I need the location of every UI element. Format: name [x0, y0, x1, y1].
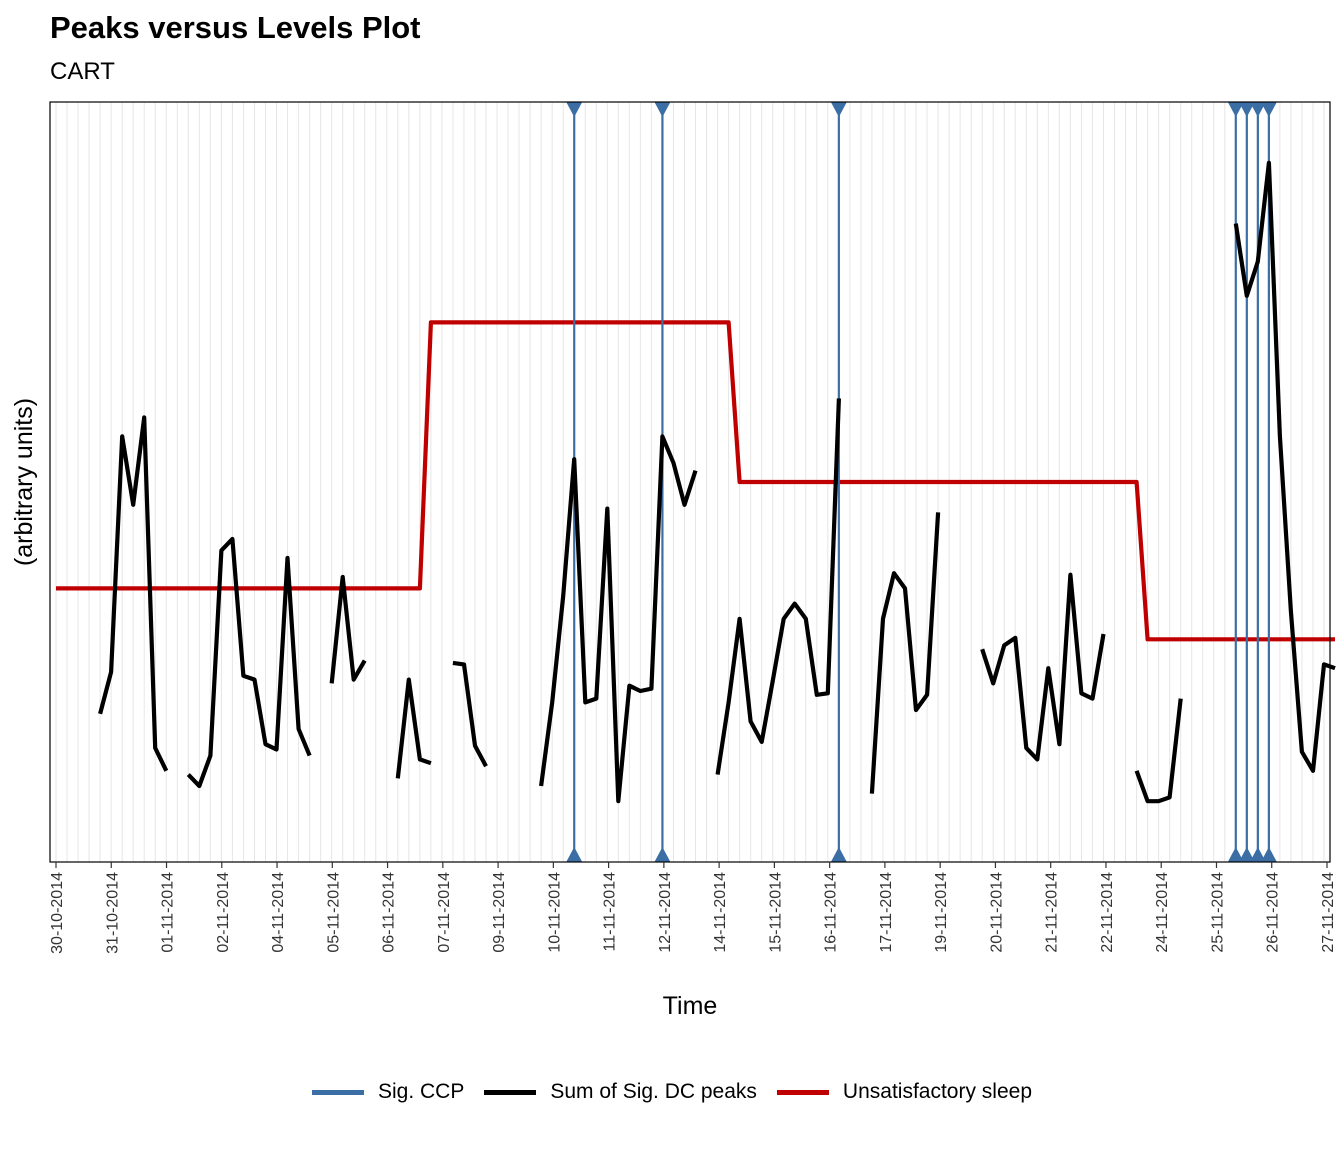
peaks-segment	[1233, 160, 1336, 773]
peaks-segment	[329, 574, 367, 684]
ccp-marker-bottom	[1238, 847, 1255, 862]
legend-item-sum-of-sig-dc-peaks: Sum of Sig. DC peaks	[484, 1080, 757, 1104]
ccp-marker-top	[1238, 102, 1255, 117]
x-tick-label: 11-11-2014	[602, 872, 619, 952]
ccp-marker-top	[830, 102, 847, 117]
x-tick-label: 06-11-2014	[381, 872, 398, 953]
x-tick-label: 15-11-2014	[767, 872, 784, 953]
x-tick-label: 02-11-2014	[215, 872, 232, 953]
chart-subtitle: CART	[50, 58, 115, 85]
peaks-segment	[452, 660, 488, 768]
x-tick-label: 07-11-2014	[436, 872, 453, 953]
legend-key-unsatisfactory-sleep	[776, 1089, 829, 1095]
x-tick-label: 25-11-2014	[1209, 872, 1226, 953]
peaks-segment	[98, 415, 169, 772]
peaks-segment	[715, 398, 841, 775]
unsatisfactory-sleep-path	[56, 320, 1335, 642]
x-tick-label: 14-11-2014	[712, 872, 729, 953]
peaks-segment	[395, 677, 432, 779]
legend-item-unsatisfactory-sleep: Unsatisfactory sleep	[776, 1080, 1033, 1104]
peaks-segment	[539, 434, 698, 804]
x-tick-label: 21-11-2014	[1044, 872, 1061, 953]
x-tick-label: 20-11-2014	[988, 872, 1005, 953]
ccp-marker-top	[1227, 102, 1244, 117]
unsatisfactory-sleep-line	[56, 320, 1335, 642]
ccp-marker-bottom	[1249, 847, 1266, 862]
x-tick-label: 16-11-2014	[823, 872, 840, 953]
x-axis-ticks: 30-10-2014 31-10-2014 01-11-2014 02-11-2014…	[49, 862, 1337, 954]
peaks-segment	[869, 512, 941, 794]
x-tick-label: 26-11-2014	[1265, 872, 1282, 953]
ccp-marker-top	[654, 102, 671, 117]
legend: Sig. CCP Sum of Sig. DC peaks Unsatisfac…	[0, 1080, 1344, 1104]
peaks-segment	[1134, 698, 1183, 804]
legend-key-sum-of-sig-dc-peaks	[484, 1089, 537, 1095]
x-tick-label: 24-11-2014	[1154, 872, 1171, 953]
ccp-marker-bottom	[566, 847, 583, 862]
legend-key-sig-ccp	[311, 1089, 364, 1095]
legend-label-sum-of-sig-dc-peaks: Sum of Sig. DC peaks	[550, 1080, 757, 1103]
peaks-segment	[186, 536, 312, 789]
x-tick-label: 12-11-2014	[657, 872, 674, 953]
legend-item-sig-ccp: Sig. CCP	[311, 1080, 465, 1104]
x-tick-label: 30-10-2014	[49, 872, 66, 954]
sum-of-sig-dc-peaks-line	[98, 160, 1336, 804]
ccp-marker-bottom	[1260, 847, 1277, 862]
x-tick-label: 09-11-2014	[491, 872, 508, 953]
legend-label-unsatisfactory-sleep: Unsatisfactory sleep	[842, 1080, 1033, 1103]
ccp-marker-top	[1260, 102, 1277, 117]
x-axis-label: Time	[663, 992, 718, 1020]
peaks-segment	[980, 572, 1106, 762]
legend-label-sig-ccp: Sig. CCP	[377, 1080, 465, 1103]
x-tick-label: 27-11-2014	[1320, 872, 1337, 953]
x-tick-label: 17-11-2014	[878, 872, 895, 953]
ccp-marker-top	[566, 102, 583, 117]
x-tick-label: 10-11-2014	[546, 872, 563, 953]
y-axis-label: (arbitrary units)	[10, 398, 38, 566]
x-tick-label: 19-11-2014	[933, 872, 950, 953]
ccp-marker-bottom	[1227, 847, 1244, 862]
x-tick-label: 22-11-2014	[1099, 872, 1116, 953]
plot-panel-border	[49, 101, 1331, 863]
ccp-marker-bottom	[654, 847, 671, 862]
x-tick-label: 01-11-2014	[160, 872, 177, 953]
ccp-marker-bottom	[830, 847, 847, 862]
x-tick-label: 04-11-2014	[270, 872, 287, 953]
ccp-marker-top	[1249, 102, 1266, 117]
x-tick-label: 05-11-2014	[325, 872, 342, 953]
chart-title: Peaks versus Levels Plot	[50, 10, 421, 45]
x-tick-label: 31-10-2014	[104, 872, 121, 954]
